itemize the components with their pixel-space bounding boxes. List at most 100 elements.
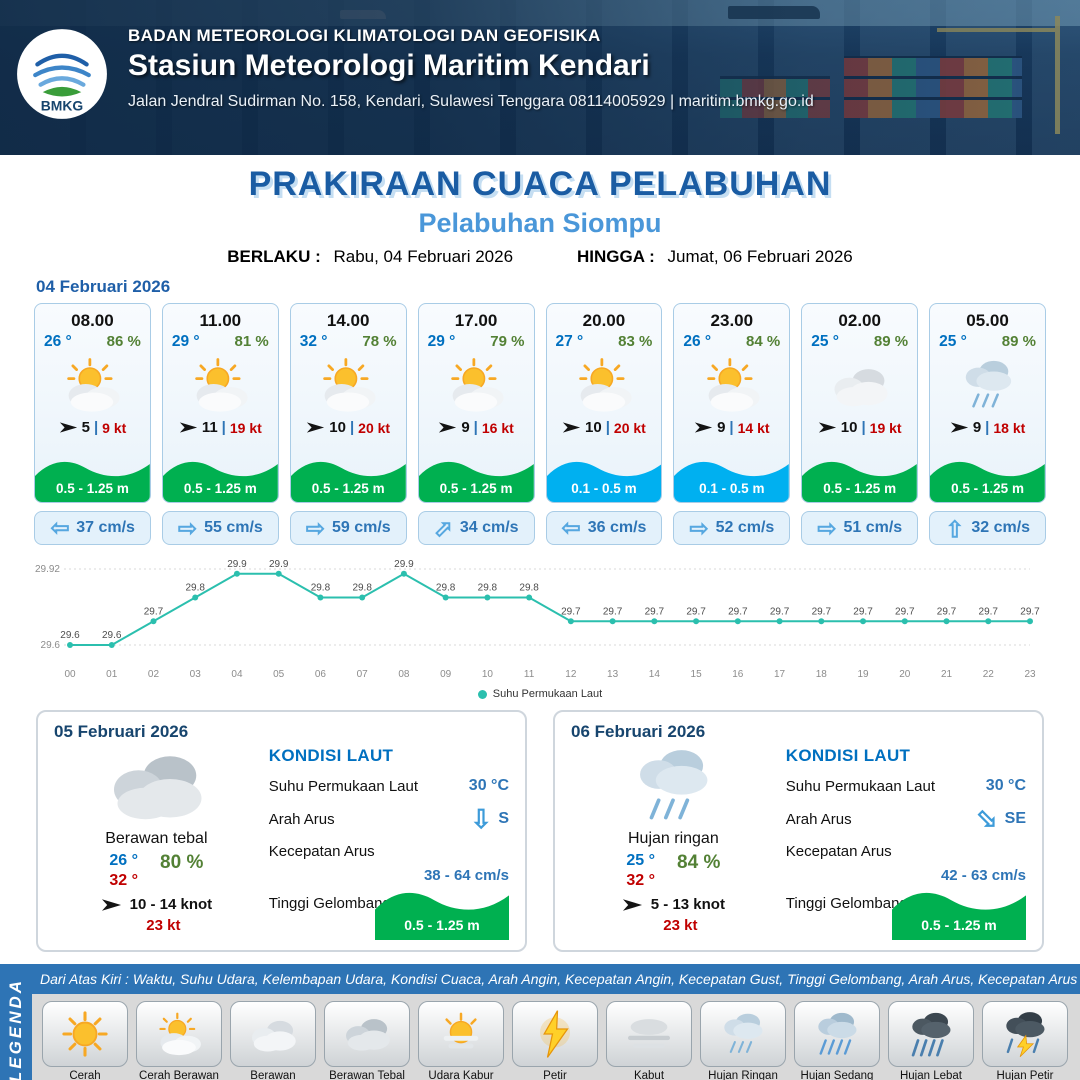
wave-height: 0.5 - 1.25 m	[311, 481, 385, 496]
validity-row: BERLAKU : Rabu, 04 Februari 2026 HINGGA …	[0, 247, 1080, 267]
lightning-icon	[512, 1001, 598, 1067]
svg-text:29.7: 29.7	[561, 606, 581, 617]
bmkg-logo: BMKG	[16, 28, 108, 125]
sun-cloud-icon	[419, 353, 534, 417]
humidity: 89 %	[873, 333, 909, 350]
legend-label: Cerah	[69, 1070, 101, 1080]
valid-until: HINGGA : Jumat, 06 Februari 2026	[577, 247, 853, 267]
current-speed-label: Kecepatan Arus	[785, 843, 892, 860]
current-direction-icon: ⇨	[561, 515, 581, 542]
legend-tile: Cerah	[42, 1001, 128, 1080]
daily-gust: 23 kt	[663, 917, 698, 934]
forecast-time: 02.00	[838, 311, 881, 330]
heavy-rain-icon	[888, 1001, 974, 1067]
svg-text:29.9: 29.9	[227, 559, 247, 570]
valid-until-label: HINGGA :	[577, 247, 655, 266]
forecast-time: 20.00	[582, 311, 626, 330]
svg-text:11: 11	[524, 669, 535, 680]
forecast-date: 04 Februari 2026	[36, 277, 171, 296]
wind-direction-icon	[622, 898, 643, 912]
svg-text:05: 05	[273, 669, 285, 680]
svg-text:29.8: 29.8	[311, 583, 331, 594]
current-direction-icon: ⇨	[49, 515, 70, 542]
daily-temp-min: 26 °	[109, 852, 139, 869]
current-direction-label: Arah Arus	[268, 810, 335, 828]
forecast-card: 02.00 25 ° 89 % 10 | 19 kt 0.5 - 1.25 m	[801, 303, 919, 545]
wave-height: 0.5 - 1.25 m	[951, 481, 1024, 496]
wave-height: 0.5 - 1.25 m	[439, 481, 513, 496]
sea-conditions-heading: KONDISI LAUT	[785, 746, 911, 765]
page-title: PRAKIRAAN CUACA PELABUHAN	[248, 165, 832, 203]
sst-value: 30 °C	[985, 777, 1026, 794]
svg-text:29.7: 29.7	[728, 606, 748, 617]
daily-wind-row: 5 - 13 knot	[571, 896, 776, 913]
current-speed: 52 cm/s	[715, 519, 775, 536]
wind-direction-icon	[179, 421, 198, 434]
legend-label: Hujan Lebat	[899, 1070, 963, 1080]
legend-dot-icon	[477, 689, 487, 699]
wave-height: 0.5 - 1.25 m	[183, 481, 257, 496]
svg-text:29.7: 29.7	[770, 606, 790, 617]
svg-text:17: 17	[774, 669, 786, 680]
forecast-card: 08.00 26 ° 86 % 5 | 9 kt 0.5 - 1.25 m	[34, 303, 151, 545]
svg-text:19: 19	[857, 669, 869, 680]
cloud-icon	[802, 353, 917, 417]
current-box: ⇨ 34 cm/s	[417, 511, 535, 545]
title-block: PRAKIRAAN CUACA PELABUHAN Pelabuhan Siom…	[0, 165, 1080, 267]
current-direction-icon: ⇨	[941, 518, 968, 538]
wind-row: 9 | 16 kt	[419, 419, 534, 436]
svg-text:01: 01	[106, 669, 118, 680]
air-temperature: 26 °	[44, 333, 72, 350]
wave-height-badge: 0.5 - 1.25 m	[35, 456, 150, 502]
wind-speed: 9	[461, 419, 470, 436]
svg-text:29.7: 29.7	[812, 606, 832, 617]
wind-row: 10 | 20 kt	[547, 419, 662, 436]
wind-gust: 16 kt	[481, 419, 514, 436]
wind-row: 10 | 20 kt	[291, 419, 406, 436]
current-direction-icon: ⇨	[466, 808, 497, 830]
current-speed: 55 cm/s	[204, 519, 263, 536]
forecast-card: 05.00 25 ° 89 % 9 | 18 kt 0.5 - 1.25 m	[929, 303, 1046, 545]
current-speed: 37 cm/s	[76, 519, 135, 536]
current-box: ⇨ 32 cm/s	[929, 511, 1046, 545]
svg-text:08: 08	[398, 669, 410, 680]
current-direction-icon: ⇨	[969, 800, 1007, 838]
svg-text:29.7: 29.7	[603, 606, 623, 617]
daily-card: 06 Februari 2026 Hujan ringan 25 ° 32 ° …	[553, 710, 1044, 952]
port-name: Pelabuhan Siompu	[418, 208, 662, 238]
wind-gust: 20 kt	[613, 419, 646, 436]
agency-name: BADAN METEOROLOGI KLIMATOLOGI DAN GEOFIS…	[128, 26, 601, 45]
current-direction-icon: ⇨	[426, 511, 459, 544]
sun-cloud-icon	[136, 1001, 222, 1067]
svg-text:29.6: 29.6	[60, 630, 80, 641]
wind-row: 9 | 14 kt	[674, 419, 789, 436]
valid-from-label: BERLAKU :	[227, 247, 321, 266]
wind-separator: |	[349, 419, 355, 436]
legend-title: LEGENDA	[6, 977, 25, 1080]
sun-cloud-icon	[547, 353, 662, 417]
svg-text:29.6: 29.6	[102, 630, 122, 641]
valid-from: BERLAKU : Rabu, 04 Februari 2026	[227, 247, 513, 267]
thick-cloud-icon	[324, 1001, 410, 1067]
air-temperature: 32 °	[299, 333, 328, 350]
light-rain-icon	[700, 1001, 786, 1067]
current-box: ⇨ 37 cm/s	[34, 511, 151, 545]
thick-cloud-icon	[54, 744, 259, 828]
svg-text:29.7: 29.7	[937, 606, 957, 617]
svg-text:22: 22	[983, 669, 995, 680]
daily-wind: 5 - 13 knot	[650, 896, 725, 913]
daily-gust: 23 kt	[146, 917, 181, 934]
daily-humidity: 80 %	[160, 852, 204, 873]
header-overlay	[0, 0, 1080, 155]
svg-text:09: 09	[440, 669, 452, 680]
air-temperature: 25 °	[811, 333, 839, 350]
wave-height-value: 0.5 - 1.25 m	[921, 917, 997, 933]
current-direction-value: S	[498, 810, 509, 827]
wind-direction-icon	[694, 421, 713, 434]
wave-height-badge: 0.5 - 1.25 m	[291, 456, 406, 502]
forecast-time: 11.00	[199, 311, 242, 330]
current-direction-icon: ⇨	[305, 514, 325, 541]
current-speed-label: Kecepatan Arus	[268, 843, 375, 860]
wind-separator: |	[605, 419, 610, 436]
